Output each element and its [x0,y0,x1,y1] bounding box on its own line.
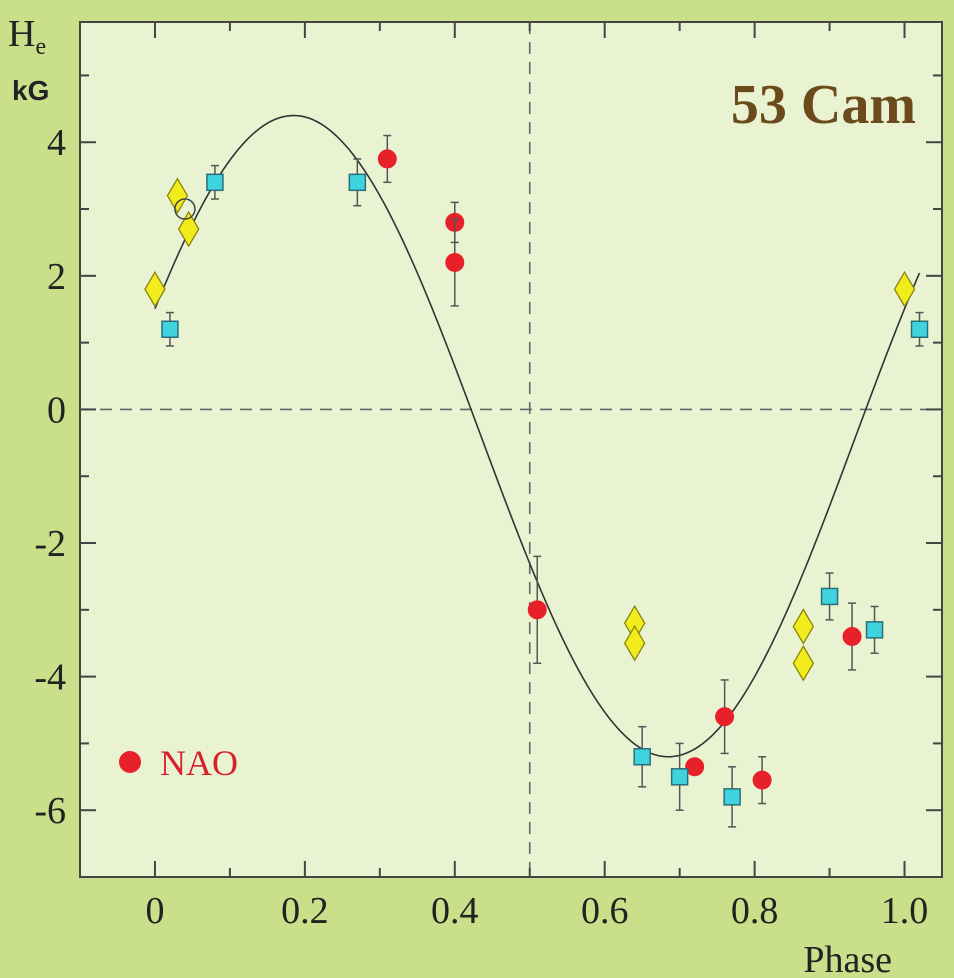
x-tick-label: 0.4 [431,890,479,932]
square-point [206,173,224,192]
plot-area [79,21,943,878]
square-point [670,768,689,786]
square-point [723,788,741,806]
x-tick-label: 0.2 [281,890,329,932]
square-point [910,320,929,339]
axis-ticks [80,22,942,877]
square-point [820,587,839,606]
legend-nao-marker [119,751,141,773]
nao-point [685,757,705,777]
y-tick-label: 0 [47,389,66,431]
x-tick-label: 0.8 [731,890,779,932]
x-axis-label: Phase [803,939,892,978]
y-tick-label: -4 [34,657,66,699]
diamond-point [792,608,815,645]
diamond-point [166,177,189,214]
y-tick-label: -2 [34,523,66,565]
square-point [865,621,884,639]
chart-title: 53 Cam [731,74,916,136]
square-point [161,320,179,339]
reference-lines [80,22,942,877]
square-point [348,173,367,192]
y-axis-label: He [8,13,46,60]
open-circle-point [174,198,196,220]
y-axis-label-subscript: e [35,34,46,60]
tick-labels: 0 0.2 0.4 0.6 0.8 1.0 -6 -4 -2 0 2 4 [34,122,928,932]
diamond-point [177,210,200,248]
data-points [144,134,929,828]
y-tick-label: 4 [47,122,66,164]
nao-point [527,600,547,620]
y-axis-unit: kG [12,75,49,106]
nao-point [377,149,397,169]
x-tick-label: 1.0 [881,890,929,932]
diamond-point [792,644,815,682]
nao-point [842,627,862,647]
x-tick-label: 0.6 [581,890,629,932]
y-tick-label: -6 [34,790,66,832]
nao-point [715,707,735,727]
y-axis-label-main: H [8,13,35,55]
y-tick-label: 2 [47,256,66,298]
diamond-point [144,270,166,308]
nao-point [445,252,465,272]
nao-point [752,770,772,790]
legend-nao-label: NAO [160,743,238,783]
square-point [633,748,651,766]
diamond-point [893,270,916,308]
diamond-point [623,624,646,662]
legend: NAO [119,743,238,783]
x-tick-label: 0 [145,890,164,932]
